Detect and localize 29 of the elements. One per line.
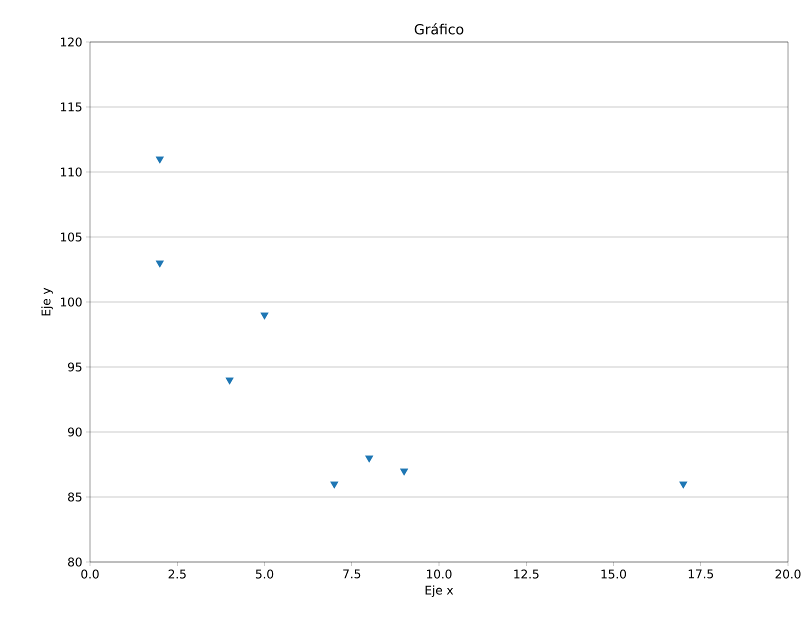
y-axis-title: Eje y <box>41 288 53 316</box>
y-tick-label: 110 <box>60 167 82 177</box>
x-tick-label: 7.5 <box>343 570 360 578</box>
y-tick-label: 95 <box>68 362 82 372</box>
y-tick-label: 115 <box>60 102 82 112</box>
point <box>679 482 688 489</box>
point <box>260 312 269 320</box>
x-tick-label: 10.0 <box>427 570 452 579</box>
x-tick-label: 5.0 <box>256 570 274 579</box>
point <box>156 156 164 164</box>
y-tick-label: 80 <box>68 557 82 567</box>
x-tick-label: 15.0 <box>602 570 626 579</box>
y-tick-label: 100 <box>60 297 82 307</box>
point <box>226 378 234 385</box>
point <box>330 482 338 489</box>
point <box>365 456 374 463</box>
x-tick-label: 12.5 <box>514 570 539 579</box>
y-tick-label: 120 <box>60 37 82 47</box>
x-axis-title: Eje x <box>426 585 454 597</box>
y-tick-label: 105 <box>60 232 82 242</box>
y-tick-label: 90 <box>68 427 82 437</box>
chart-title: Gráfico <box>414 23 464 34</box>
x-tick-label: 20.0 <box>776 570 801 579</box>
x-tick-label: 2.5 <box>168 570 186 579</box>
x-tick-label: 0.0 <box>81 570 99 579</box>
point <box>400 468 408 476</box>
x-tick-label: 17.5 <box>688 570 714 578</box>
point <box>156 260 164 268</box>
y-tick-label: 85 <box>68 492 82 502</box>
